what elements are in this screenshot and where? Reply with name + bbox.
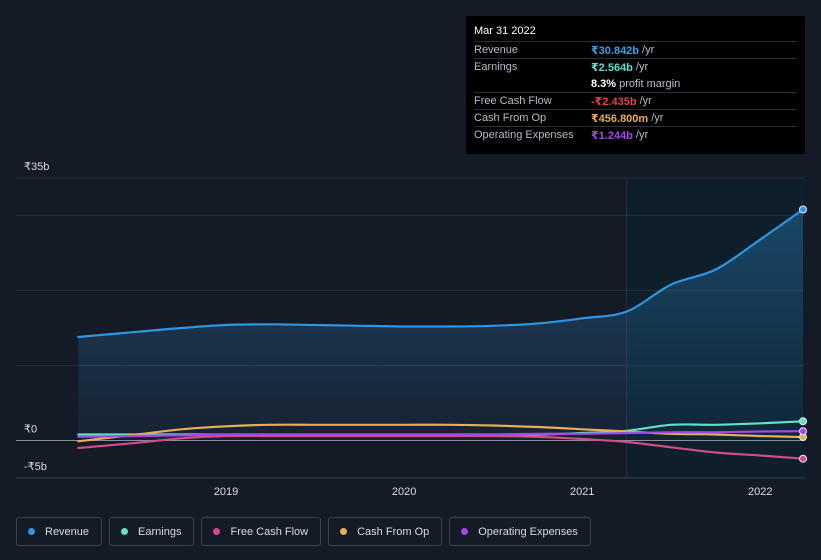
y-tick-label: ₹35b — [24, 161, 49, 173]
series-line-free-cash-flow — [77, 434, 805, 460]
legend-dot-icon — [28, 528, 35, 535]
legend-dot-icon — [213, 528, 221, 535]
tooltip-row: Earnings ₹2.564b/yr — [474, 58, 797, 75]
series-areas — [78, 209, 804, 441]
legend-item-free-cash-flow[interactable]: Free Cash Flow — [201, 517, 322, 546]
y-tick-label: -₹5b — [24, 461, 47, 473]
tooltip-row-value: ₹456.800m — [591, 112, 649, 125]
tooltip-row-unit: profit margin — [619, 77, 681, 90]
series-line-revenue — [77, 208, 805, 339]
y-tick-label: ₹0 — [24, 424, 37, 436]
legend-label: Earnings — [138, 525, 182, 538]
tooltip-row-value: 8.3% — [591, 77, 617, 90]
x-tick-label: 2019 — [214, 486, 238, 498]
tooltip-row: Revenue ₹30.842b/yr — [474, 41, 797, 58]
legend-label: Revenue — [45, 525, 90, 538]
legend-label: Operating Expenses — [478, 525, 578, 538]
series-end-dot-free-cash-flow[interactable] — [799, 454, 807, 463]
tooltip-row-unit: /yr — [635, 129, 649, 141]
tooltip-row-label: Operating Expenses — [474, 129, 574, 141]
legend-label: Cash From Op — [357, 525, 430, 538]
y-axis-labels: ₹35b ₹0 -₹5b — [24, 161, 49, 473]
tooltip-row: Cash From Op ₹456.800m/yr — [474, 109, 797, 126]
legend-dot-icon — [340, 528, 348, 535]
tooltip-row: Operating Expenses ₹1.244b/yr — [474, 126, 797, 143]
tooltip-row: Free Cash Flow -₹2.435b/yr — [474, 92, 797, 109]
tooltip-row-unit: /yr — [635, 61, 649, 73]
series-line-cash-from-op — [77, 423, 805, 443]
tooltip-row-value: -₹2.435b — [591, 95, 637, 108]
x-tick-label: 2020 — [392, 486, 416, 498]
x-axis-labels: 2019 2020 2021 2022 — [214, 486, 773, 498]
tooltip-row: 8.3% profit margin — [474, 75, 797, 92]
series-end-dot-earnings[interactable] — [799, 417, 807, 426]
tooltip-row-value: ₹2.564b — [591, 61, 633, 74]
series-end-dots — [799, 205, 807, 463]
legend-item-operating-expenses[interactable]: Operating Expenses — [449, 517, 591, 546]
legend-item-revenue[interactable]: Revenue — [16, 517, 103, 546]
tooltip-row-unit: /yr — [639, 95, 652, 107]
tooltip-row-label: Free Cash Flow — [474, 95, 552, 107]
tooltip-row-label: Earnings — [474, 61, 518, 73]
tooltip-row-unit: /yr — [651, 112, 664, 124]
x-tick-label: 2022 — [748, 486, 772, 498]
series-line-operating-expenses — [77, 430, 805, 438]
legend-label: Free Cash Flow — [230, 525, 309, 538]
tooltip-row-value: ₹1.244b — [591, 129, 633, 142]
tooltip-row-label: Revenue — [474, 44, 519, 56]
legend-dot-icon — [461, 528, 469, 535]
series-area-revenue — [78, 209, 804, 441]
series-lines — [77, 208, 805, 460]
series-end-dot-revenue[interactable] — [799, 205, 807, 214]
tooltip-date: Mar 31 2022 — [474, 25, 536, 37]
legend-dot-icon — [121, 528, 129, 535]
tooltip-row-label: Cash From Op — [474, 112, 547, 124]
series-end-dot-operating-expenses[interactable] — [799, 427, 807, 436]
chart: ₹35b ₹0 -₹5b 2019 2020 2021 2022 — [16, 161, 807, 498]
legend: Revenue Earnings Free Cash Flow Cash From O… — [16, 517, 591, 546]
tooltip-row-unit: /yr — [642, 44, 655, 56]
tooltip-rows: Revenue ₹30.842b/yr Earnings ₹2.564b/yr 8.3%… — [474, 41, 797, 143]
legend-item-cash-from-op[interactable]: Cash From Op — [328, 517, 443, 546]
x-tick-label: 2021 — [570, 486, 594, 498]
legend-item-earnings[interactable]: Earnings — [109, 517, 195, 546]
tooltip-row-value: ₹30.842b — [591, 44, 640, 57]
tooltip-panel: Mar 31 2022 Revenue ₹30.842b/yr Earnings ₹2… — [466, 16, 805, 154]
